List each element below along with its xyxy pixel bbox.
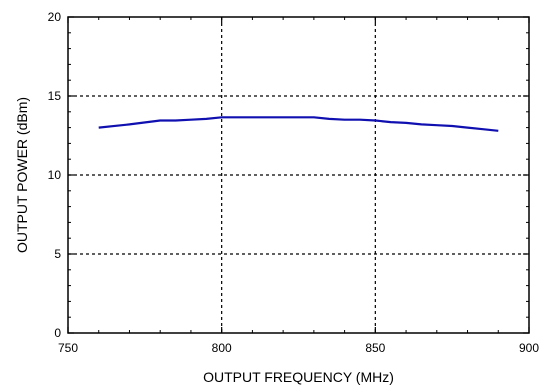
y-tick-label: 15 xyxy=(48,89,62,103)
y-tick-label: 10 xyxy=(48,168,62,182)
grid-lines xyxy=(68,17,529,333)
series-line xyxy=(98,116,499,132)
y-tick-labels: 0 5 10 15 20 xyxy=(48,10,62,340)
y-tick-label: 5 xyxy=(54,247,61,261)
axis-ticks xyxy=(67,16,530,334)
x-tick-labels: 750 800 850 900 xyxy=(58,341,539,355)
x-tick-label: 850 xyxy=(365,341,385,355)
x-tick-label: 900 xyxy=(519,341,539,355)
y-tick-label: 0 xyxy=(54,326,61,340)
x-tick-label: 750 xyxy=(58,341,78,355)
y-axis-label: OUTPUT POWER (dBm) xyxy=(14,97,30,253)
x-axis-label: OUTPUT FREQUENCY (MHz) xyxy=(203,369,394,385)
y-tick-label: 20 xyxy=(48,10,62,24)
data-series xyxy=(98,116,499,132)
x-tick-label: 800 xyxy=(212,341,232,355)
